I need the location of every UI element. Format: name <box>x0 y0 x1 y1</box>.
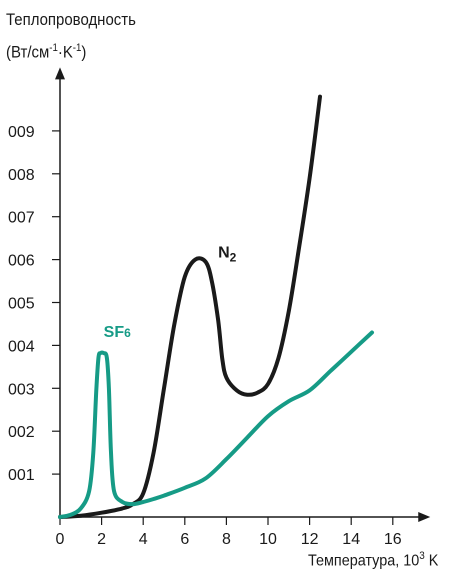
y-axis-label-line1: Теплопроводность <box>6 10 136 29</box>
x-tick-label: 12 <box>301 531 319 548</box>
series-line-n2 <box>58 94 322 519</box>
y-tick-label: 006 <box>8 253 35 270</box>
y-tick-label: 005 <box>8 296 35 313</box>
y-axis-arrow <box>55 67 65 80</box>
x-tick-label: 14 <box>342 531 360 548</box>
y-axis-label-base: (Вт/см <box>6 42 50 62</box>
y-tick-label: 002 <box>8 424 35 441</box>
y-tick-label: 003 <box>8 381 35 398</box>
y-tick-label: 007 <box>8 210 35 227</box>
x-tick-label: 6 <box>180 531 189 548</box>
y-tick-label: 008 <box>8 167 35 184</box>
x-tick-label: 0 <box>56 531 65 548</box>
x-tick-label: 4 <box>139 531 148 548</box>
x-axis-label: Температура, 103 K <box>308 550 438 570</box>
y-axis-label-sup2: -1 <box>72 42 82 54</box>
y-axis-label-end: ) <box>81 42 87 62</box>
x-tick-label: 10 <box>259 531 277 548</box>
series-line-sf6 <box>58 330 374 519</box>
x-axis-label-text: Температура, 10 <box>308 552 420 570</box>
series-label-sf6: SF6 <box>104 324 131 341</box>
series-label-n2: N2 <box>218 244 237 264</box>
x-tick-label: 8 <box>222 531 231 548</box>
y-tick-label: 004 <box>8 338 35 355</box>
x-tick-label: 16 <box>384 531 402 548</box>
y-axis-label-line2: (Вт/см-1·K-1) <box>6 37 86 64</box>
x-axis-label-unit: K <box>424 552 439 570</box>
x-axis-label-sup: 3 <box>419 550 425 562</box>
y-axis-label-mid: ·K <box>57 42 73 62</box>
y-tick-label: 009 <box>8 124 35 141</box>
x-tick-label: 2 <box>97 531 106 548</box>
x-axis-arrow <box>418 512 431 522</box>
y-axis-label-sup1: -1 <box>49 42 58 54</box>
y-tick-label: 001 <box>8 467 35 484</box>
